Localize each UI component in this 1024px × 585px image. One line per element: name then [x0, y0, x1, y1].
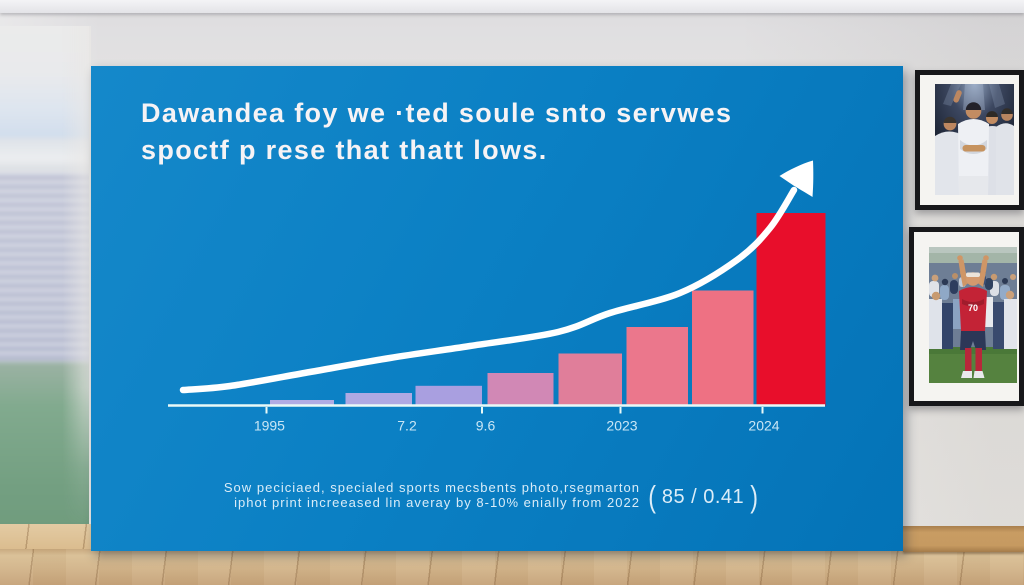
- svg-text:2023: 2023: [606, 418, 637, 434]
- svg-text:2024: 2024: [748, 418, 779, 434]
- svg-text:9.6: 9.6: [476, 418, 496, 434]
- svg-text:1995: 1995: [254, 418, 285, 434]
- svg-text:70: 70: [968, 303, 978, 313]
- svg-text:7.2: 7.2: [397, 418, 417, 434]
